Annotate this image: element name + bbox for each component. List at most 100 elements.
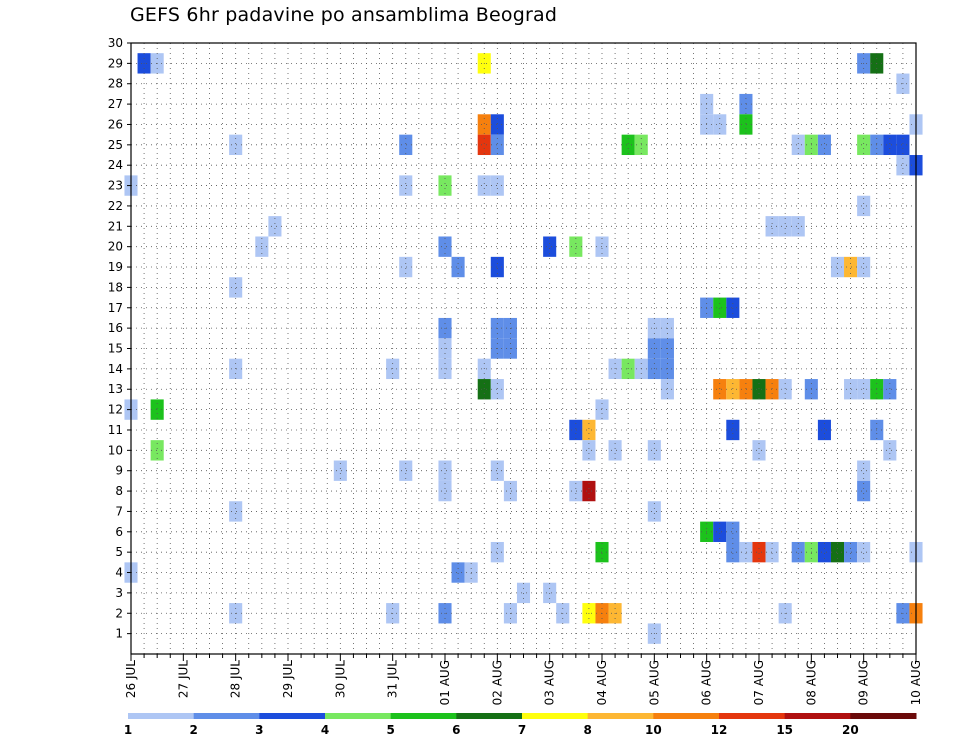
heatmap-cell bbox=[883, 379, 897, 400]
y-tick-label: 3 bbox=[115, 586, 123, 600]
heatmap-cell bbox=[765, 379, 779, 400]
heatmap-cell bbox=[660, 379, 674, 400]
heatmap-cell bbox=[752, 379, 766, 400]
heatmap-cell bbox=[490, 541, 504, 563]
x-tick-label: 01 AUG bbox=[438, 660, 452, 705]
heatmap-cell bbox=[739, 114, 753, 135]
colorbar-swatch bbox=[522, 713, 589, 719]
heatmap-cell bbox=[713, 114, 727, 135]
colorbar-label: 20 bbox=[842, 723, 859, 737]
heatmap-cell bbox=[726, 419, 740, 441]
heatmap-cells bbox=[124, 53, 923, 644]
heatmap-cell bbox=[857, 256, 871, 278]
x-tick-label: 30 JUL bbox=[333, 660, 347, 698]
heatmap-cell bbox=[791, 134, 805, 156]
colorbar-label: 1 bbox=[124, 723, 132, 737]
colorbar-swatch bbox=[784, 713, 851, 719]
y-tick-label: 20 bbox=[108, 240, 123, 254]
colorbar-swatch bbox=[259, 713, 326, 719]
y-tick-label: 22 bbox=[108, 199, 123, 213]
colorbar-label: 6 bbox=[452, 723, 460, 737]
colorbar-swatch bbox=[390, 713, 457, 719]
heatmap-cell bbox=[582, 480, 596, 502]
heatmap-cell bbox=[399, 460, 413, 481]
heatmap-cell bbox=[477, 379, 491, 400]
heatmap-cell bbox=[229, 501, 243, 522]
heatmap-cell bbox=[817, 134, 831, 156]
heatmap-cell bbox=[569, 480, 583, 502]
chart-title: GEFS 6hr padavine po ansamblima Beograd bbox=[130, 4, 558, 26]
heatmap-cell bbox=[752, 440, 766, 461]
heatmap-cell bbox=[830, 541, 845, 563]
heatmap-cell bbox=[543, 582, 557, 604]
heatmap-cell bbox=[503, 480, 517, 502]
y-tick-label: 1 bbox=[115, 627, 123, 641]
heatmap-cell bbox=[621, 134, 635, 156]
heatmap-cell bbox=[477, 114, 491, 135]
heatmap-cell bbox=[582, 440, 596, 461]
y-tick-label: 21 bbox=[108, 219, 123, 233]
heatmap-cell bbox=[726, 521, 740, 542]
heatmap-cell bbox=[490, 114, 504, 135]
colorbar-swatch bbox=[456, 713, 523, 719]
y-tick-label: 23 bbox=[108, 179, 123, 193]
heatmap-cell bbox=[857, 134, 871, 156]
y-tick-label: 12 bbox=[108, 403, 123, 417]
colorbar-label: 5 bbox=[386, 723, 394, 737]
heatmap-cell bbox=[857, 460, 871, 481]
heatmap-cell bbox=[817, 541, 831, 563]
heatmap-cell bbox=[477, 134, 491, 156]
y-tick-label: 5 bbox=[115, 545, 123, 559]
heatmap-cell bbox=[490, 256, 504, 278]
heatmap-cell bbox=[778, 216, 792, 237]
heatmap-cell bbox=[778, 379, 792, 400]
heatmap-cell bbox=[726, 379, 740, 400]
y-tick-label: 13 bbox=[108, 382, 123, 396]
y-tick-label: 2 bbox=[115, 606, 123, 620]
x-tick-label: 29 JUL bbox=[281, 660, 295, 698]
x-tick-label: 10 AUG bbox=[909, 660, 923, 705]
heatmap-cell bbox=[713, 379, 727, 400]
colorbar-swatch bbox=[325, 713, 392, 719]
y-tick-label: 18 bbox=[108, 280, 123, 294]
colorbar-swatch bbox=[653, 713, 720, 719]
heatmap-cell bbox=[830, 256, 845, 278]
heatmap-cell bbox=[883, 134, 897, 156]
x-tick-label: 03 AUG bbox=[543, 660, 557, 705]
y-tick-label: 14 bbox=[108, 362, 123, 376]
colorbar-swatch bbox=[850, 713, 917, 719]
heatmap-cell bbox=[817, 419, 831, 441]
heatmap-cell bbox=[438, 480, 452, 502]
x-tick-label: 27 JUL bbox=[176, 660, 190, 698]
heatmap-cell bbox=[268, 216, 282, 237]
heatmap-cell bbox=[857, 195, 871, 217]
y-tick-label: 19 bbox=[108, 260, 123, 274]
y-tick-label: 28 bbox=[108, 77, 123, 91]
heatmap-cell bbox=[765, 541, 779, 563]
dotted-grid bbox=[131, 43, 916, 654]
colorbar: 1 2 3 4 5 6 7 8 10 12 15 20 bbox=[124, 713, 917, 737]
heatmap-cell bbox=[569, 236, 583, 257]
heatmap-cell bbox=[150, 440, 164, 461]
x-tick-label: 04 AUG bbox=[595, 660, 609, 705]
colorbar-label: 8 bbox=[583, 723, 591, 737]
y-tick-label: 11 bbox=[108, 423, 123, 437]
x-axis-ticks: 26 JUL 27 JUL 28 JUL 29 JUL 30 JUL 31 JUL 01 A… bbox=[124, 654, 923, 705]
colorbar-label: 2 bbox=[189, 723, 197, 737]
heatmap-cell bbox=[150, 399, 164, 420]
x-tick-label: 08 AUG bbox=[804, 660, 818, 705]
y-tick-label: 25 bbox=[108, 138, 123, 152]
y-tick-label: 27 bbox=[108, 97, 123, 111]
heatmap-cell bbox=[516, 582, 531, 604]
x-tick-label: 07 AUG bbox=[752, 660, 766, 705]
heatmap-cell bbox=[477, 175, 491, 196]
heatmap-cell bbox=[451, 256, 465, 278]
y-tick-label: 8 bbox=[115, 484, 123, 498]
heatmap-cell bbox=[896, 134, 910, 156]
colorbar-label: 4 bbox=[321, 723, 329, 737]
y-tick-label: 16 bbox=[108, 321, 123, 335]
heatmap-cell bbox=[647, 501, 661, 522]
y-tick-label: 7 bbox=[115, 504, 123, 518]
y-tick-label: 6 bbox=[115, 525, 123, 539]
